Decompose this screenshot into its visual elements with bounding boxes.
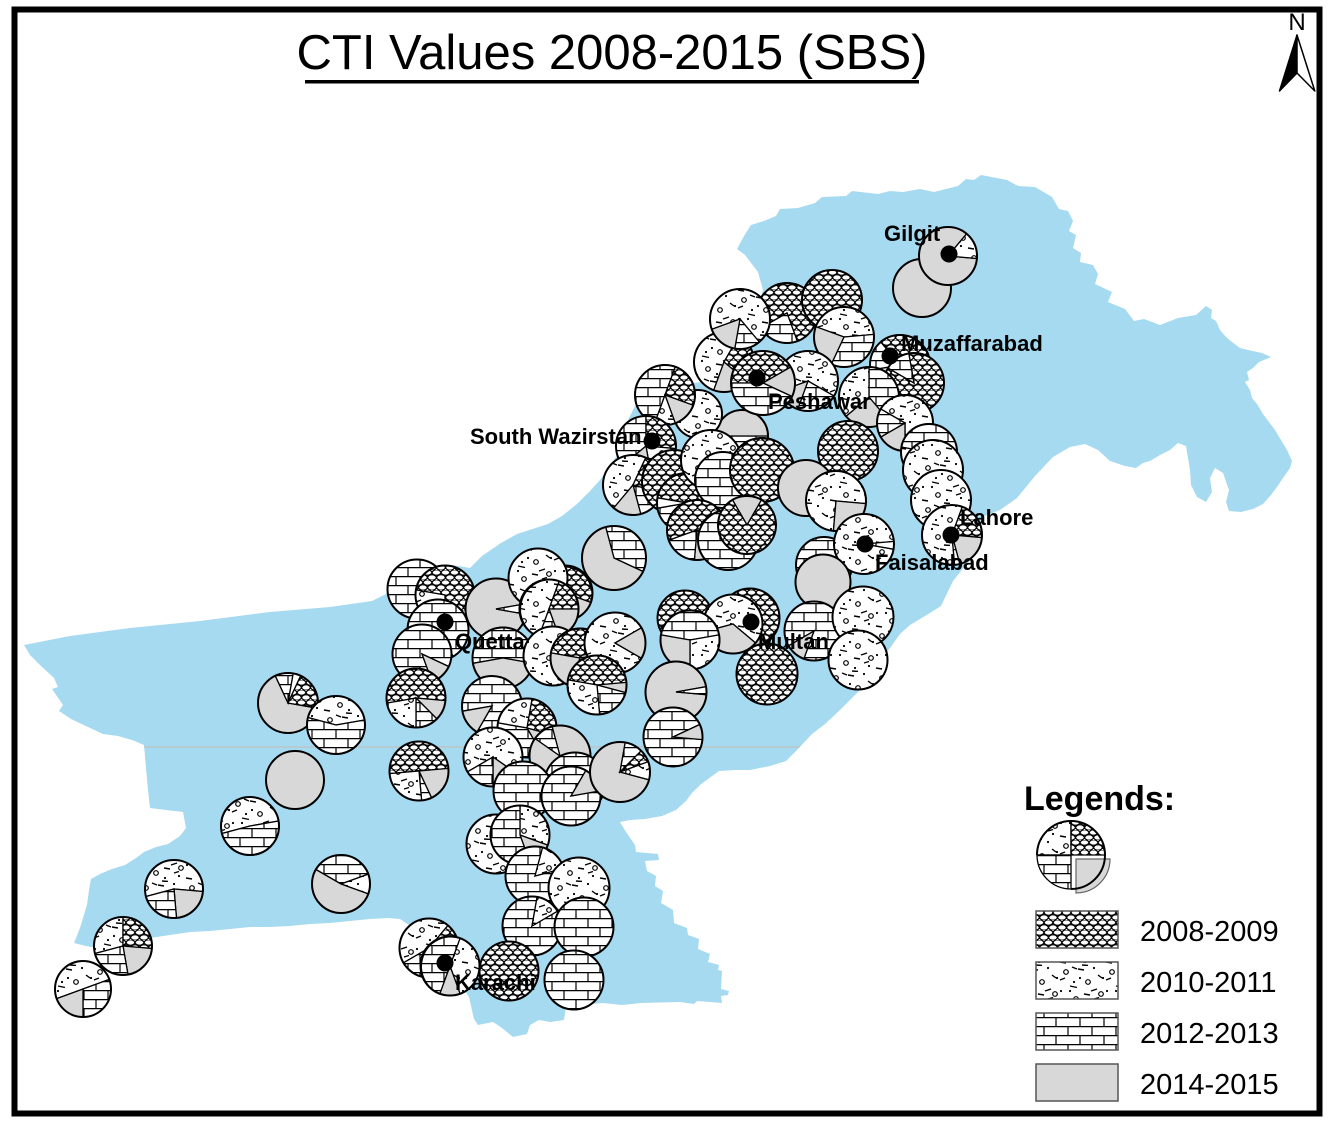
svg-text:2012-2013: 2012-2013 xyxy=(1140,1018,1279,1050)
svg-text:Quetta: Quetta xyxy=(455,629,525,654)
svg-text:Multan: Multan xyxy=(758,629,829,654)
svg-text:Legends:: Legends: xyxy=(1024,780,1175,818)
svg-text:CTI Values 2008-2015 (SBS): CTI Values 2008-2015 (SBS) xyxy=(297,26,928,80)
svg-text:Faisalabad: Faisalabad xyxy=(875,550,989,575)
svg-text:2010-2011: 2010-2011 xyxy=(1140,967,1277,999)
svg-text:2014-2015: 2014-2015 xyxy=(1140,1069,1279,1101)
svg-text:Muzaffarabad: Muzaffarabad xyxy=(901,331,1043,356)
svg-text:2008-2009: 2008-2009 xyxy=(1140,916,1279,948)
svg-text:Karachi: Karachi xyxy=(455,970,536,995)
svg-text:Lahore: Lahore xyxy=(960,505,1033,530)
svg-text:South Wazirstan: South Wazirstan xyxy=(470,424,642,449)
svg-text:Peshawar: Peshawar xyxy=(768,389,871,414)
svg-text:Gilgit: Gilgit xyxy=(884,221,941,246)
svg-text:N: N xyxy=(1288,9,1305,36)
